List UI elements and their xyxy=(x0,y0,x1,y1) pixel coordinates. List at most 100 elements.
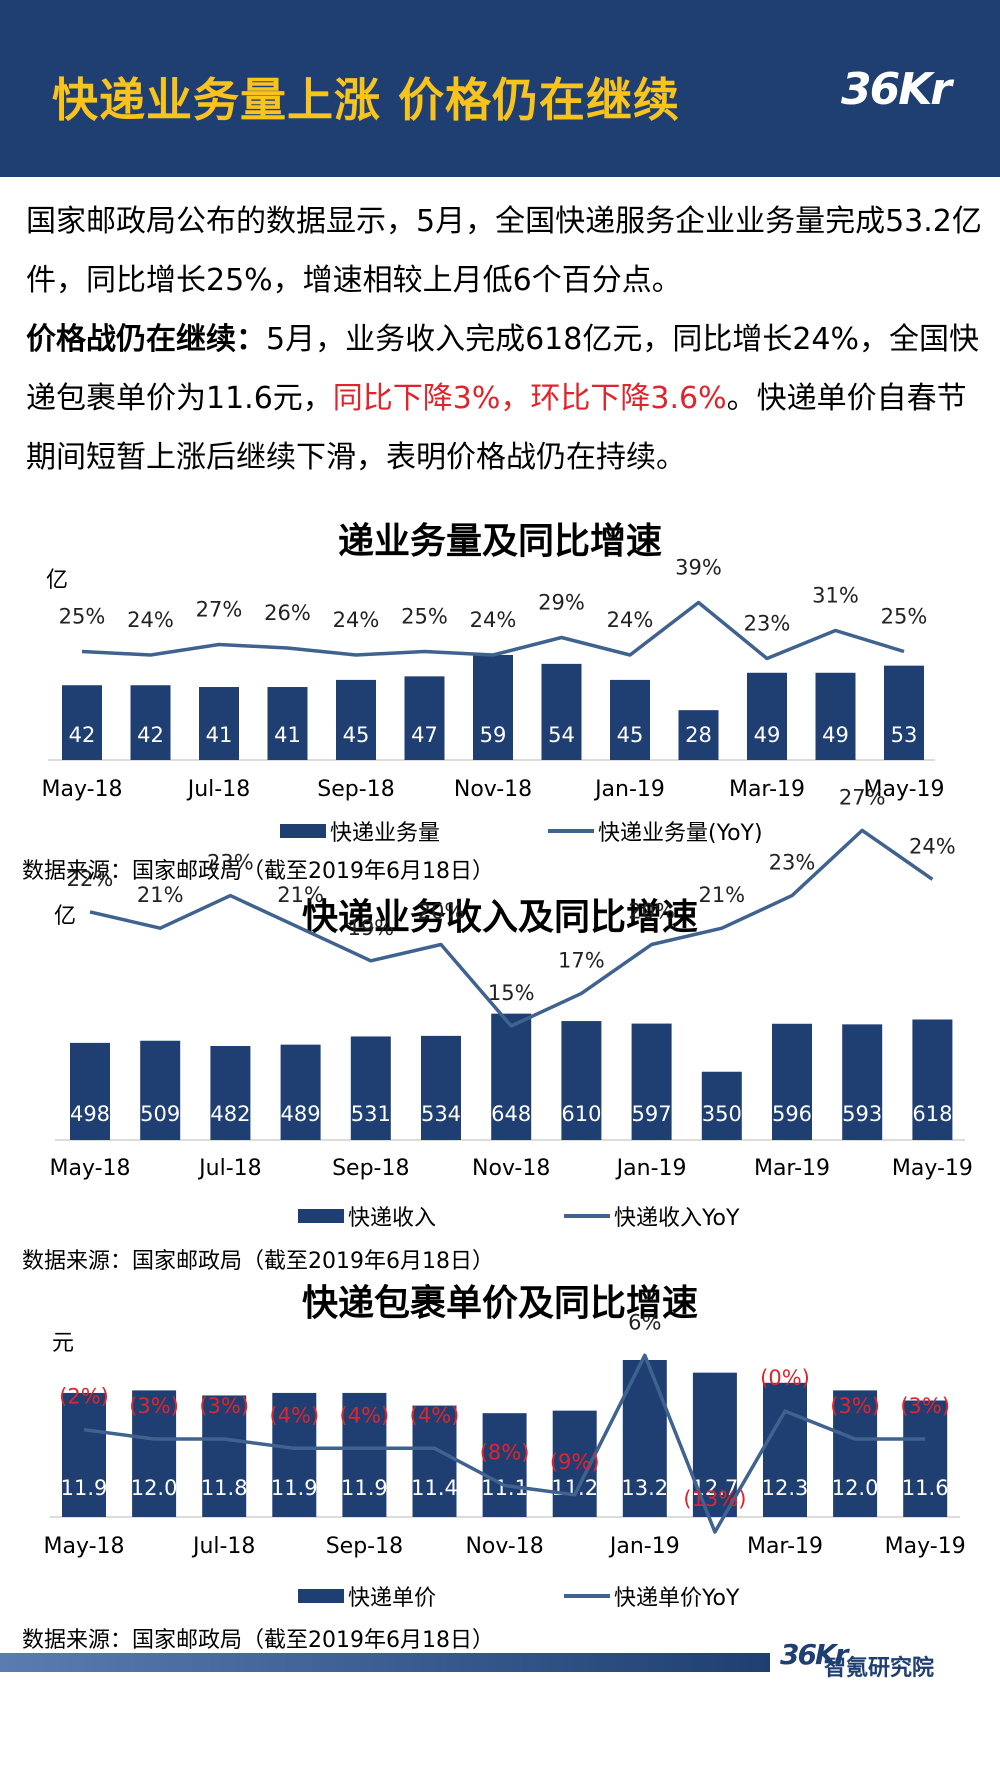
yoy-label: 25% xyxy=(59,605,106,629)
yoy-label: (3%) xyxy=(830,1394,880,1418)
yoy-label: 27% xyxy=(196,598,243,622)
intro-paragraph-1: 国家邮政局公布的数据显示，5月，全国快递服务企业业务量完成53.2亿件，同比增长… xyxy=(26,204,982,298)
yoy-label: (2%) xyxy=(59,1385,109,1409)
brand-logo: 36Kr xyxy=(840,64,952,115)
yoy-label: 21% xyxy=(277,883,324,907)
x-tick-label: Sep-18 xyxy=(317,777,394,802)
bar-value-label: 498 xyxy=(70,1102,110,1126)
header-banner: 快递业务量上涨 价格仍在继续 36Kr xyxy=(0,0,1000,177)
x-tick-label: Jan-19 xyxy=(615,1156,687,1181)
yoy-label: (3%) xyxy=(129,1394,179,1418)
bar xyxy=(267,687,308,760)
x-tick-label: Nov-18 xyxy=(472,1156,550,1181)
bar xyxy=(140,1040,181,1140)
x-tick-label: Jul-18 xyxy=(186,777,250,802)
bar xyxy=(280,1044,321,1140)
bar-value-label: 648 xyxy=(491,1102,531,1126)
yoy-label: 24% xyxy=(333,608,380,632)
x-tick-label: Jul-18 xyxy=(191,1534,255,1559)
bar-value-label: 593 xyxy=(842,1102,882,1126)
legend-label: 快递单价 xyxy=(348,1586,437,1611)
yoy-label: 27% xyxy=(839,785,886,809)
legend-swatch-line xyxy=(564,1594,610,1598)
x-tick-label: Mar-19 xyxy=(729,777,805,802)
bar xyxy=(130,685,171,760)
chart2-source: 数据来源：国家邮政局（截至2019年6月18日） xyxy=(22,1249,494,1274)
yoy-label: 39% xyxy=(675,556,722,580)
bar-value-label: 45 xyxy=(343,723,370,747)
bar-value-label: 41 xyxy=(206,723,233,747)
bar-value-label: 59 xyxy=(480,723,507,747)
bar xyxy=(482,1413,527,1517)
bar xyxy=(70,1042,110,1140)
bar-value-label: 49 xyxy=(754,723,781,747)
bar xyxy=(199,687,239,760)
yoy-label: 29% xyxy=(538,591,585,615)
x-tick-label: Jul-18 xyxy=(197,1156,261,1181)
x-tick-label: Nov-18 xyxy=(454,777,532,802)
yoy-label: (4%) xyxy=(340,1403,390,1427)
bar xyxy=(678,710,719,760)
x-tick-label: May-19 xyxy=(885,1534,966,1559)
yoy-label: 23% xyxy=(744,612,791,636)
intro-text-b: 。快递单价自春节期间短暂上涨后继续下滑，表明价格战仍在持续。 xyxy=(26,381,967,475)
yoy-line xyxy=(81,600,905,661)
bar xyxy=(491,1013,532,1140)
bar xyxy=(62,685,102,760)
bar-value-label: 13.2 xyxy=(621,1476,668,1500)
x-tick-label: Jan-19 xyxy=(593,777,665,802)
yoy-label: 20% xyxy=(628,900,675,924)
bar xyxy=(412,1405,457,1517)
bar-value-label: 482 xyxy=(210,1102,250,1126)
legend-label: 快递业务量(YoY) xyxy=(598,821,763,846)
bar-value-label: 54 xyxy=(548,723,575,747)
bar xyxy=(132,1390,177,1517)
chart2-legend-bar: 快递收入 xyxy=(298,1200,436,1232)
bar-value-label: 531 xyxy=(351,1102,391,1126)
x-tick-label: Jan-19 xyxy=(608,1534,680,1559)
x-tick-label: Mar-19 xyxy=(747,1534,823,1559)
bar-value-label: 618 xyxy=(912,1102,952,1126)
chart3-legend-bar: 快递单价 xyxy=(298,1580,436,1612)
intro-paragraph-2: 价格战仍在继续：5月，业务收入完成618亿元，同比增长24%，全国快递包裹单价为… xyxy=(26,310,986,487)
yoy-label: (3%) xyxy=(199,1394,249,1418)
chart3-legend-line: 快递单价YoY xyxy=(564,1580,739,1612)
chart3-title: 快递包裹单价及同比增速 xyxy=(301,1283,698,1324)
bar xyxy=(701,1071,742,1140)
bar xyxy=(342,1392,387,1517)
chart2-unit: 亿 xyxy=(54,904,77,929)
bar-value-label: 11.6 xyxy=(902,1476,949,1500)
yoy-label: 25% xyxy=(881,605,928,629)
x-tick-label: May-19 xyxy=(892,1156,973,1181)
legend-label: 快递收入YoY xyxy=(614,1206,740,1231)
x-tick-label: May-19 xyxy=(863,777,944,802)
bar-value-label: 45 xyxy=(617,723,644,747)
legend-swatch-bar xyxy=(298,1209,344,1223)
bar-value-label: 596 xyxy=(772,1102,812,1126)
footer-logo: 36Kr xyxy=(780,1638,848,1671)
bar xyxy=(912,1019,953,1140)
bar-value-label: 47 xyxy=(411,723,438,747)
yoy-label: 24% xyxy=(470,608,517,632)
legend-label: 快递业务量 xyxy=(330,821,441,846)
x-tick-label: Sep-18 xyxy=(332,1156,409,1181)
bar xyxy=(350,1036,391,1140)
chart1-source: 数据来源：国家邮政局（截至2019年6月18日） xyxy=(22,859,494,884)
bar xyxy=(404,676,445,760)
bar-value-label: 11.4 xyxy=(411,1476,458,1500)
chart3-source: 数据来源：国家邮政局（截至2019年6月18日） xyxy=(22,1628,494,1653)
yoy-label: 23% xyxy=(207,851,254,875)
yoy-label: (4%) xyxy=(269,1403,319,1427)
chart3-unit: 元 xyxy=(52,1331,75,1356)
bar-value-label: 41 xyxy=(274,723,301,747)
bar-value-label: 489 xyxy=(281,1102,321,1126)
bar xyxy=(210,1046,251,1140)
yoy-label: (9%) xyxy=(550,1450,600,1474)
x-tick-label: May-18 xyxy=(41,777,122,802)
x-tick-label: Mar-19 xyxy=(754,1156,830,1181)
chart2-legend-line: 快递收入YoY xyxy=(564,1200,739,1232)
yoy-label: 21% xyxy=(698,883,745,907)
bar-value-label: 28 xyxy=(685,723,712,747)
chart1-title: 递业务量及同比增速 xyxy=(337,521,662,562)
